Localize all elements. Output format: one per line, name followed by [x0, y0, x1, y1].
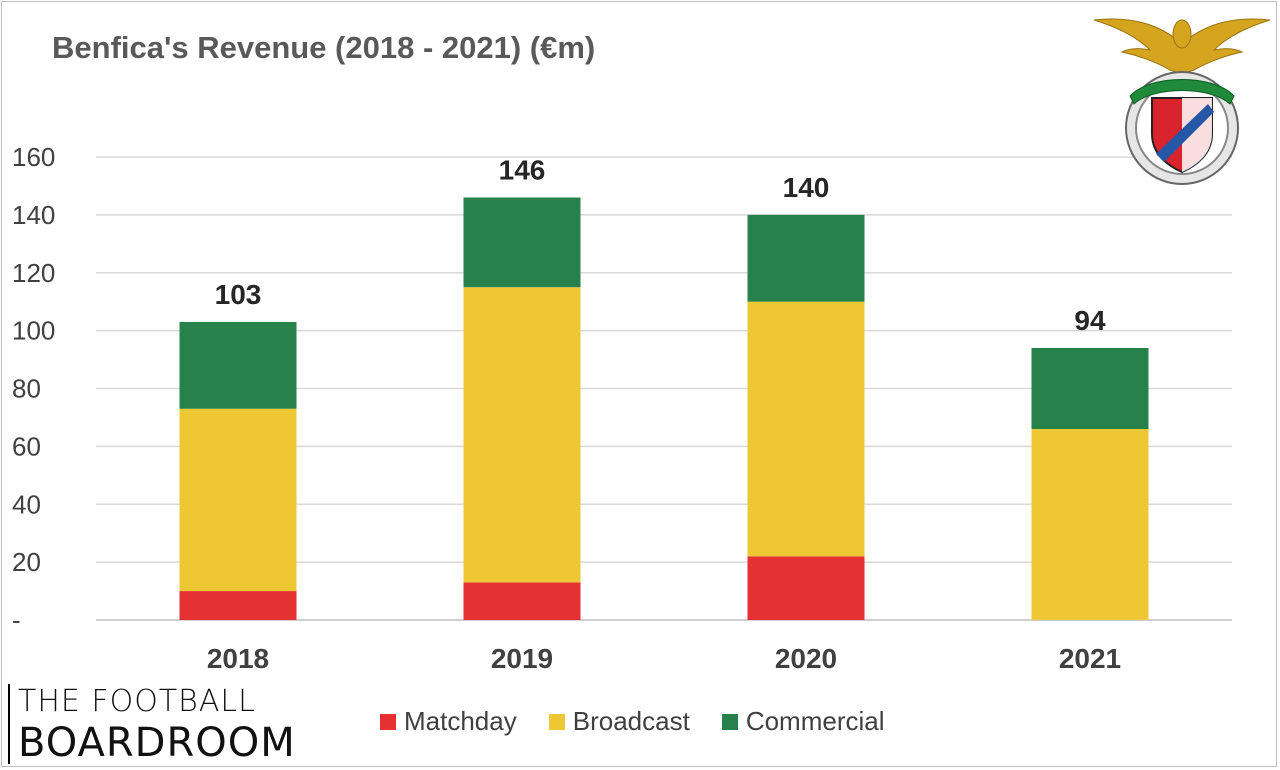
y-tick-label: 40: [12, 489, 41, 519]
y-axis-ticks: - 20 40 60 80 100 120 140 160: [12, 142, 55, 635]
bar-commercial-2019: [463, 197, 581, 288]
brand-line-1: THE FOOTBALL: [18, 684, 256, 719]
total-label-2020: 140: [783, 172, 830, 203]
y-tick-label: 20: [12, 547, 41, 577]
y-tick-label: 160: [12, 142, 55, 172]
legend-swatch-commercial: [721, 713, 738, 730]
total-label-2019: 146: [499, 155, 546, 186]
bar-commercial-2018: [179, 321, 297, 409]
legend: Matchday Broadcast Commercial: [380, 706, 885, 737]
y-tick-label: 60: [12, 431, 41, 461]
bar-matchday-2019: [463, 582, 581, 620]
chart-title: Benfica's Revenue (2018 - 2021) (€m): [52, 30, 596, 65]
legend-item-matchday: Matchday: [380, 706, 517, 737]
y-tick-label: 80: [12, 374, 41, 404]
x-tick-label-2018: 2018: [207, 643, 269, 674]
y-tick-label: 100: [12, 316, 55, 346]
bar-broadcast-2021: [1031, 429, 1149, 620]
y-tick-label: 120: [12, 258, 55, 288]
legend-label-matchday: Matchday: [404, 706, 517, 736]
total-labels: 103 146 140 94: [215, 155, 1106, 336]
bar-broadcast-2020: [747, 301, 865, 557]
bar-commercial-2020: [747, 214, 865, 302]
bar-broadcast-2018: [179, 408, 297, 592]
brand-logo: THE FOOTBALL BOARDROOM: [8, 684, 295, 766]
legend-item-broadcast: Broadcast: [548, 706, 690, 737]
legend-item-commercial: Commercial: [721, 706, 885, 737]
bar-matchday-2018: [179, 591, 297, 620]
legend-swatch-matchday: [380, 713, 396, 730]
bar-commercial-2021: [1031, 347, 1149, 430]
bars: [179, 197, 1149, 620]
brand-divider: [8, 684, 10, 764]
brand-line-2: BOARDROOM: [18, 720, 296, 766]
club-crest-logo: [1093, 18, 1271, 185]
x-tick-label-2020: 2020: [775, 643, 837, 674]
x-tick-label-2021: 2021: [1059, 643, 1121, 674]
bar-broadcast-2019: [463, 287, 581, 583]
x-tick-label-2019: 2019: [491, 643, 553, 674]
total-label-2021: 94: [1074, 305, 1106, 336]
y-tick-label: 140: [12, 200, 55, 230]
legend-label-commercial: Commercial: [745, 706, 885, 736]
legend-swatch-broadcast: [548, 713, 565, 730]
x-axis-labels: 2018 2019 2020 2021: [207, 643, 1121, 674]
total-label-2018: 103: [215, 279, 262, 310]
y-tick-label: -: [12, 605, 21, 635]
bar-matchday-2020: [747, 556, 865, 620]
legend-label-broadcast: Broadcast: [572, 706, 690, 736]
